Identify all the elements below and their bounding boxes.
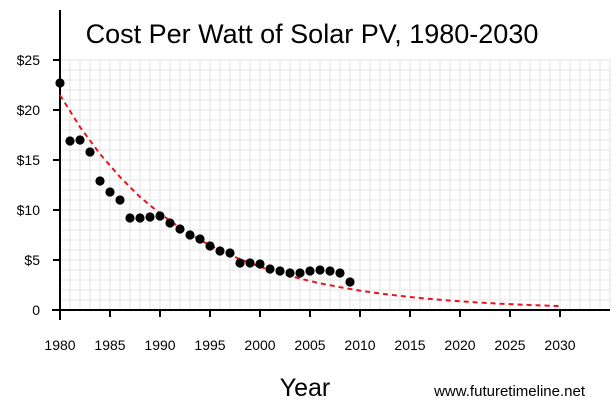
- data-point: [285, 268, 295, 278]
- x-axis-label: Year: [280, 374, 331, 402]
- ticks: 0 $5 $10 $15 $20 $25 1980 1985 1990 1995 2000 2005 2…: [17, 52, 576, 353]
- data-point: [65, 136, 75, 146]
- data-point: [235, 258, 245, 268]
- data-point: [275, 266, 285, 276]
- y-tick-label: $15: [17, 152, 41, 168]
- data-point: [315, 265, 325, 275]
- grid: [60, 59, 611, 310]
- data-point: [55, 78, 65, 88]
- x-tick-label: 2000: [244, 337, 275, 353]
- data-point: [215, 246, 225, 256]
- data-point: [225, 248, 235, 258]
- x-tick-label: 1995: [194, 337, 225, 353]
- data-point: [195, 234, 205, 244]
- data-point: [155, 211, 165, 221]
- x-tick-label: 1985: [94, 337, 125, 353]
- data-point: [75, 135, 85, 145]
- y-tick-label: $25: [17, 52, 41, 68]
- data-point: [255, 259, 265, 269]
- data-point: [145, 212, 155, 222]
- chart-title: Cost Per Watt of Solar PV, 1980-2030: [86, 19, 539, 49]
- data-point: [295, 268, 305, 278]
- axes: [52, 10, 610, 320]
- data-point: [265, 264, 275, 274]
- data-point: [325, 266, 335, 276]
- data-point: [105, 187, 115, 197]
- trend-layer: [59, 94, 561, 308]
- data-point: [135, 213, 145, 223]
- data-point: [95, 176, 105, 186]
- x-tick-label: 2030: [544, 337, 575, 353]
- points-layer: [55, 78, 355, 287]
- data-point: [185, 230, 195, 240]
- data-point: [115, 195, 125, 205]
- data-point: [125, 213, 135, 223]
- data-point: [205, 241, 215, 251]
- x-tick-label: 2005: [294, 337, 325, 353]
- x-tick-label: 1990: [144, 337, 175, 353]
- data-point: [85, 147, 95, 157]
- x-tick-label: 2015: [394, 337, 425, 353]
- data-point: [245, 258, 255, 268]
- y-tick-label: $10: [17, 202, 41, 218]
- data-point: [345, 277, 355, 287]
- y-tick-label: $20: [17, 102, 41, 118]
- x-tick-label: 2025: [494, 337, 525, 353]
- x-tick-label: 2010: [344, 337, 375, 353]
- x-tick-label: 1980: [44, 337, 75, 353]
- data-point: [165, 218, 175, 228]
- data-point: [175, 224, 185, 234]
- data-point: [335, 268, 345, 278]
- watermark: www.futuretimeline.net: [433, 383, 586, 400]
- x-tick-label: 2020: [444, 337, 475, 353]
- y-tick-label: 0: [32, 302, 40, 318]
- data-point: [305, 266, 315, 276]
- y-tick-label: $5: [24, 252, 40, 268]
- trend-line: [59, 94, 561, 308]
